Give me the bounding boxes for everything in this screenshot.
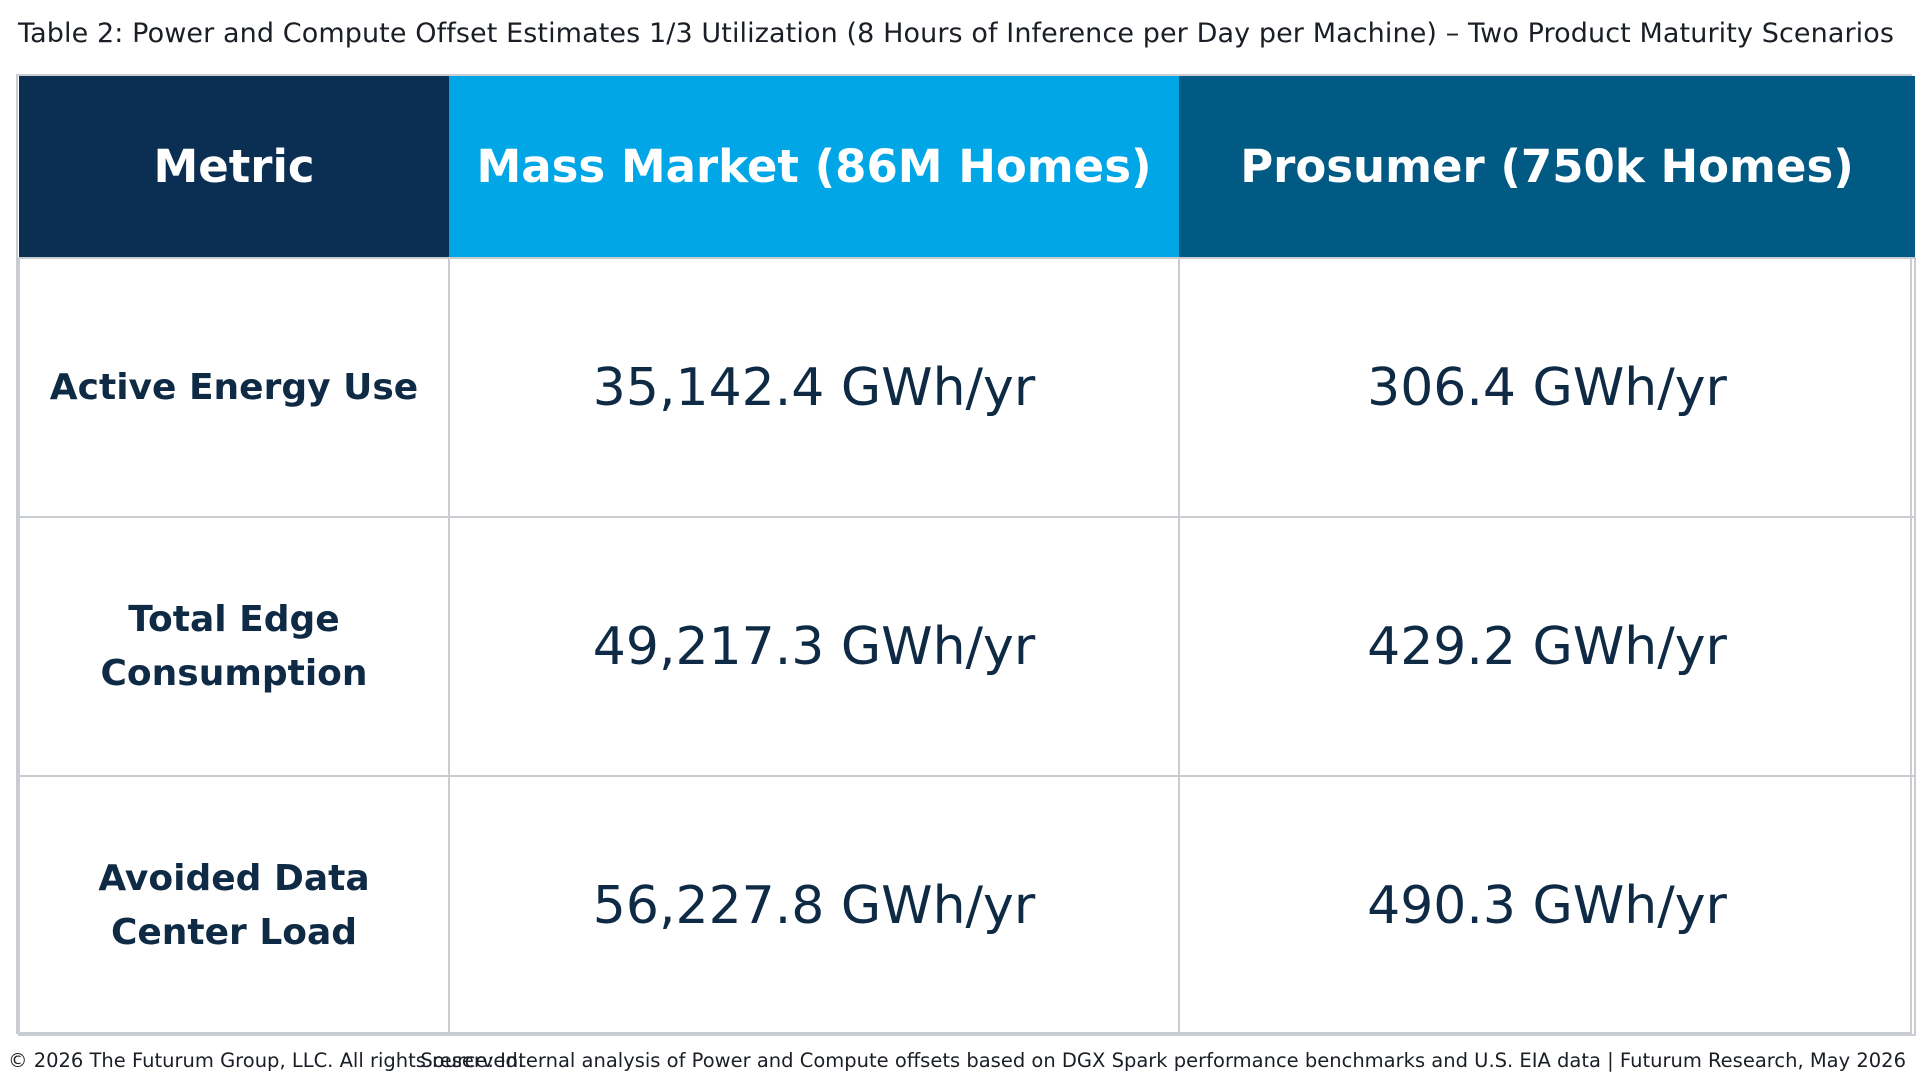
header-mass-market: Mass Market (86M Homes)	[449, 76, 1179, 258]
offsets-table: Metric Mass Market (86M Homes) Prosumer …	[18, 76, 1916, 1036]
header-prosumer: Prosumer (750k Homes)	[1179, 76, 1915, 258]
cell-prosumer-avoided-data-center-load: 490.3 GWh/yr	[1178, 775, 1916, 1036]
table-row: Total Edge Consumption 49,217.3 GWh/yr 4…	[18, 516, 1916, 777]
table-row: Active Energy Use 35,142.4 GWh/yr 306.4 …	[18, 257, 1916, 518]
table-caption: Table 2: Power and Compute Offset Estima…	[18, 18, 1895, 49]
footer-source: Source: Internal analysis of Power and C…	[420, 1049, 1906, 1072]
cell-mass-market-active-energy-use: 35,142.4 GWh/yr	[448, 257, 1180, 518]
cell-prosumer-total-edge-consumption: 429.2 GWh/yr	[1178, 516, 1916, 777]
row-label-total-edge-consumption: Total Edge Consumption	[18, 516, 450, 777]
footer-copyright: © 2026 The Futurum Group, LLC. All right…	[8, 1049, 524, 1072]
offsets-table-container: Metric Mass Market (86M Homes) Prosumer …	[16, 74, 1916, 1036]
cell-mass-market-total-edge-consumption: 49,217.3 GWh/yr	[448, 516, 1180, 777]
header-metric: Metric	[19, 76, 449, 258]
row-label-active-energy-use: Active Energy Use	[18, 257, 450, 518]
row-label-avoided-data-center-load: Avoided Data Center Load	[18, 775, 450, 1036]
table-row: Avoided Data Center Load 56,227.8 GWh/yr…	[18, 775, 1916, 1036]
cell-prosumer-active-energy-use: 306.4 GWh/yr	[1178, 257, 1916, 518]
cell-mass-market-avoided-data-center-load: 56,227.8 GWh/yr	[448, 775, 1180, 1036]
table-header-row: Metric Mass Market (86M Homes) Prosumer …	[19, 76, 1915, 258]
